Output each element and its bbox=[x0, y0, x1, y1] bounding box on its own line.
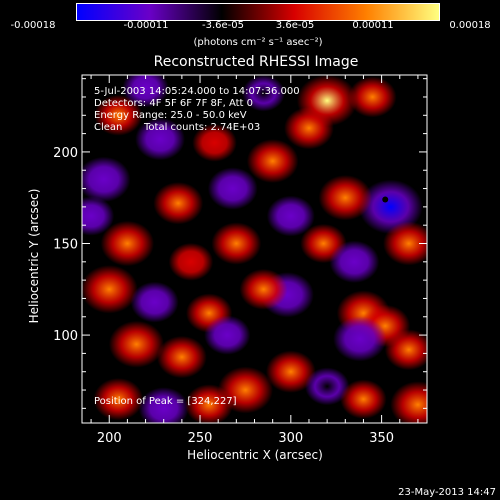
y-axis-label: Heliocentric Y (arcsec) bbox=[27, 188, 41, 324]
tick-label: 100 bbox=[53, 329, 78, 344]
heatmap-blob bbox=[242, 75, 285, 112]
tick-label: 150 bbox=[53, 238, 78, 253]
colorbar bbox=[76, 3, 440, 21]
heatmap-blob bbox=[207, 167, 258, 210]
tick-label: 350 bbox=[369, 431, 394, 446]
timestamp: 23-May-2013 14:47 bbox=[398, 487, 496, 498]
heatmap-blob bbox=[108, 320, 165, 368]
total-counts-text: Total counts: 2.74E+03 bbox=[144, 122, 261, 133]
heatmap-blob bbox=[211, 222, 262, 265]
heatmap-blob bbox=[383, 221, 427, 266]
heatmap-blob bbox=[82, 196, 115, 236]
colorbar-tick: -0.00018 bbox=[10, 20, 56, 31]
heatmap-blob bbox=[153, 182, 204, 225]
chart-title: Reconstructed RHESSI Image bbox=[153, 54, 359, 70]
heatmap-blob bbox=[358, 179, 423, 235]
heatmap-blob bbox=[93, 378, 144, 421]
x-axis-label: Heliocentric X (arcsec) bbox=[187, 448, 323, 462]
colorbar-unit: (photons cm⁻² s⁻¹ asec⁻²) bbox=[193, 37, 323, 48]
heatmap-blob bbox=[156, 335, 207, 379]
heatmap-blob bbox=[100, 220, 155, 267]
heatmap-blob bbox=[296, 75, 358, 127]
heatmap-blob bbox=[192, 123, 237, 162]
axis-ticks: 200 250 300 350 100 150 200 bbox=[53, 75, 427, 446]
colorbar-tick: -3.6e-05 bbox=[202, 20, 244, 31]
heatmap-blob bbox=[168, 242, 214, 281]
tick-label: 200 bbox=[53, 146, 78, 161]
colorbar-tick: 0.00018 bbox=[449, 20, 491, 31]
colorbar-tick: 3.6e-05 bbox=[275, 20, 315, 31]
heatmap-blob bbox=[246, 139, 299, 183]
heatmap-blob bbox=[329, 240, 380, 283]
heatmap-blob bbox=[130, 281, 179, 323]
heatmap-blob bbox=[138, 387, 189, 423]
heatmap-blob bbox=[239, 268, 288, 310]
heatmap-blob bbox=[185, 384, 234, 423]
colorbar-tick: -0.00011 bbox=[123, 20, 169, 31]
heatmap-blob bbox=[304, 367, 350, 406]
tick-label: 300 bbox=[278, 431, 303, 446]
heatmap-blob bbox=[266, 195, 315, 237]
heatmap-blob bbox=[384, 329, 427, 371]
heatmap-blob bbox=[82, 156, 131, 203]
heatmap-blob bbox=[94, 94, 143, 136]
time-range-text: 5-Jul-2003 14:05:24.000 to 14:07:36.000 bbox=[94, 86, 300, 97]
tick-label: 200 bbox=[97, 431, 122, 446]
heatmap-blob bbox=[318, 175, 372, 221]
detectors-text: Detectors: 4F 5F 6F 7F 8F, Att 0 bbox=[94, 98, 254, 109]
heatmap-blob bbox=[390, 381, 427, 423]
heatmap-blob bbox=[135, 117, 185, 161]
energy-range-text: Energy Range: 25.0 - 50.0 keV bbox=[94, 110, 247, 121]
peak-position-text: Position of Peak = [324,227] bbox=[94, 396, 237, 407]
heatmap-layer bbox=[82, 75, 427, 423]
heatmap-blob bbox=[122, 75, 169, 108]
heatmap-blob bbox=[348, 76, 397, 118]
peak-marker bbox=[382, 196, 389, 203]
heatmap-blob bbox=[265, 350, 316, 393]
heatmap-blob bbox=[333, 316, 387, 362]
clean-text: Clean bbox=[94, 122, 123, 133]
heatmap-blob bbox=[340, 379, 387, 419]
tick-label: 250 bbox=[188, 431, 213, 446]
colorbar-tick: 0.00011 bbox=[352, 20, 394, 31]
heatmap-blob bbox=[82, 265, 138, 314]
heatmap-blob bbox=[204, 315, 251, 355]
